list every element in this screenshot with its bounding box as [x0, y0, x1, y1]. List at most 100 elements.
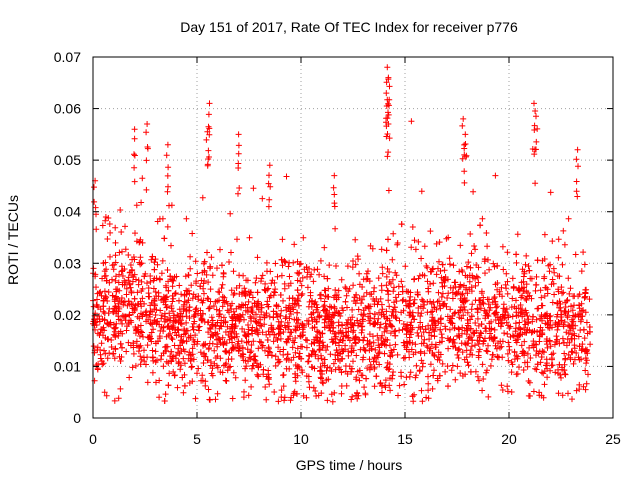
data-point: [421, 272, 428, 279]
data-point: [521, 325, 528, 331]
data-point: [263, 310, 270, 317]
data-point: [522, 307, 529, 314]
data-point: [262, 347, 268, 354]
data-point: [436, 302, 443, 309]
data-point: [305, 317, 312, 324]
data-point: [286, 315, 293, 322]
data-point: [395, 283, 402, 290]
data-point: [568, 335, 575, 342]
data-point: [296, 269, 303, 276]
data-point: [203, 136, 210, 143]
data-point: [342, 368, 349, 375]
data-point: [368, 345, 375, 352]
data-point: [103, 294, 110, 301]
data-point: [391, 304, 398, 311]
data-point: [451, 324, 458, 331]
data-point: [467, 316, 474, 323]
data-point: [112, 332, 119, 339]
data-point: [172, 290, 179, 296]
data-point: [319, 330, 326, 337]
data-point: [449, 362, 456, 369]
data-point: [412, 341, 419, 348]
data-point: [332, 225, 339, 232]
data-point: [509, 295, 516, 302]
data-point: [263, 259, 270, 266]
data-point: [155, 338, 161, 345]
data-point: [310, 384, 317, 391]
data-point: [316, 271, 323, 278]
data-point: [418, 188, 425, 195]
data-point: [513, 339, 520, 346]
data-point: [550, 265, 557, 272]
data-point: [421, 301, 428, 308]
data-point: [251, 356, 258, 363]
data-point: [518, 279, 525, 286]
data-point: [265, 203, 272, 210]
data-point: [503, 270, 510, 277]
data-point: [452, 279, 459, 286]
data-point: [182, 273, 189, 280]
data-point: [381, 328, 388, 335]
data-point: [229, 395, 236, 402]
data-point: [558, 374, 564, 381]
data-point: [552, 320, 559, 326]
data-point: [170, 308, 176, 315]
data-point: [515, 285, 522, 292]
data-point: [375, 337, 382, 343]
data-point: [129, 256, 136, 263]
data-point: [532, 282, 539, 288]
data-point: [495, 354, 502, 361]
data-point: [219, 334, 226, 341]
data-point: [497, 323, 504, 330]
data-point: [331, 172, 338, 179]
data-point: [288, 329, 295, 336]
data-point: [174, 326, 181, 333]
data-point: [330, 184, 337, 191]
data-point: [266, 196, 273, 203]
data-point: [571, 302, 577, 309]
data-point: [343, 382, 350, 389]
data-point: [431, 317, 438, 324]
data-point: [460, 115, 467, 122]
data-point: [263, 396, 270, 403]
data-point: [340, 337, 346, 344]
data-point: [107, 229, 114, 236]
data-point: [536, 338, 543, 345]
data-point: [319, 379, 326, 386]
data-point: [211, 347, 218, 354]
data-point: [117, 317, 124, 324]
data-point: [440, 301, 447, 308]
data-point: [513, 309, 520, 316]
data-point: [371, 301, 378, 308]
data-point: [303, 394, 310, 401]
data-point: [115, 279, 122, 286]
data-point: [467, 347, 474, 354]
data-point: [239, 325, 246, 332]
data-point: [553, 333, 560, 340]
data-point: [352, 339, 359, 346]
data-point: [198, 315, 205, 322]
data-point: [149, 347, 156, 354]
data-point: [350, 329, 356, 336]
data-point: [396, 317, 403, 324]
data-point: [314, 266, 321, 273]
data-point: [533, 316, 540, 323]
data-point: [267, 292, 274, 299]
data-point: [352, 340, 359, 347]
data-point: [163, 284, 170, 291]
data-point: [186, 304, 193, 311]
data-point: [417, 326, 424, 332]
data-point: [258, 278, 264, 285]
data-point: [156, 333, 163, 340]
data-point: [445, 234, 452, 241]
data-point: [348, 343, 355, 349]
data-point: [463, 153, 469, 160]
y-tick-label: 0.01: [54, 358, 81, 374]
data-point: [143, 129, 150, 136]
data-point: [325, 293, 332, 300]
data-point: [271, 331, 278, 338]
data-point: [549, 276, 556, 283]
data-point: [291, 339, 298, 346]
data-point: [438, 294, 445, 300]
data-point: [355, 306, 362, 313]
